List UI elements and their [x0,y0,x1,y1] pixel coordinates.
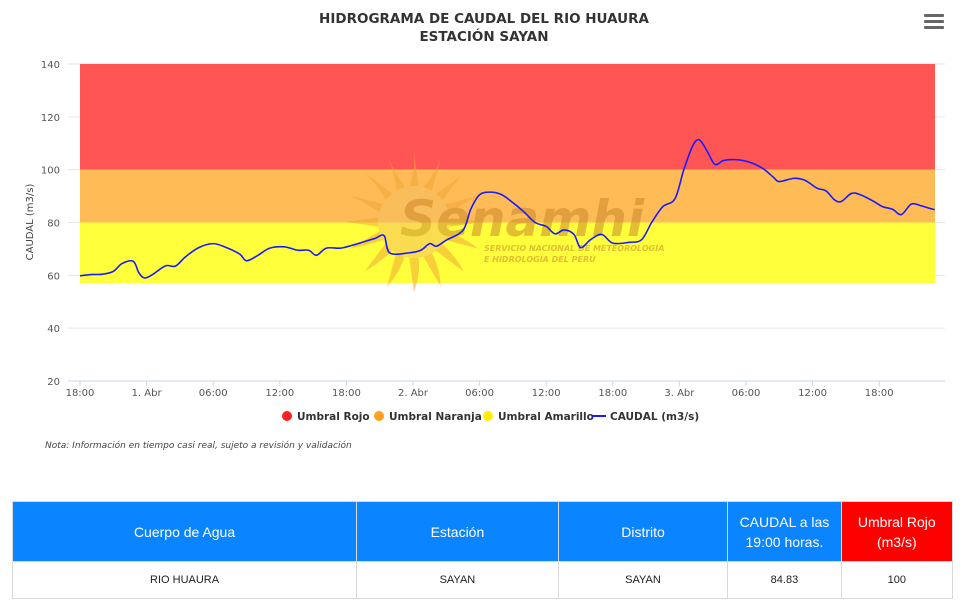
sun-ray-icon [349,195,383,213]
sun-ray-icon [387,253,405,287]
y-tick-label: 120 [41,113,60,124]
x-tick-label: 06:00 [199,388,228,399]
sun-ray-icon [364,243,393,272]
y-tick-label: 20 [47,377,60,388]
y-tick-label: 60 [47,271,60,282]
x-tick-label: 18:00 [66,388,95,399]
chart-title: HIDROGRAMA DE CAUDAL DEL RIO HUAURA [319,11,649,27]
x-tick-label: 12:00 [532,388,561,399]
chart-note: Nota: Información en tiempo casi real, s… [45,441,352,451]
sun-ray-icon [409,257,420,292]
x-tick-label: 06:00 [465,388,494,399]
legend-item-label: Umbral Rojo [297,411,370,423]
table-header-row: Cuerpo de Agua Estación Distrito CAUDAL … [11,501,954,562]
x-tick-label: 18:00 [865,388,894,399]
legend-item-label: CAUDAL (m3/s) [610,411,699,423]
cell-umbral: 100 [840,561,954,599]
header-distrito: Distrito [557,501,729,562]
legend-marker [483,411,493,421]
x-tick-label: 06:00 [732,388,761,399]
y-tick-label: 80 [47,219,60,230]
y-tick-label: 140 [41,60,60,71]
sun-ray-icon [445,231,479,249]
band-umbral-amarillo [80,222,935,284]
header-cuerpo: Cuerpo de Agua [11,501,358,562]
menu-bar [924,14,944,17]
x-tick-label: 18:00 [598,388,627,399]
sun-ray-icon [435,243,464,272]
x-tick-label: 3. Abr [664,388,695,399]
sun-ray-icon [344,217,379,227]
sun-ray-icon [364,172,393,201]
header-umbral-rojo: Umbral Rojo (m3/s) [840,501,954,562]
sun-ray-icon [423,253,441,287]
chart-subtitle: ESTACIÓN SAYAN [419,27,548,45]
table-row: RIO HUAURA SAYAN SAYAN 84.83 100 [11,561,954,599]
cell-cuerpo: RIO HUAURA [11,561,358,599]
cell-distrito: SAYAN [557,561,729,599]
legend-marker [374,411,384,421]
hydrograph-chart: HIDROGRAMA DE CAUDAL DEL RIO HUAURAESTAC… [25,11,945,423]
watermark-line-1: SERVICIO NACIONAL DE METEOROLOGÍA [484,242,664,253]
sun-ray-icon [387,157,405,191]
header-estacion: Estación [356,501,559,562]
legend-marker [282,411,292,421]
y-tick-label: 40 [47,324,60,335]
sun-ray-icon [409,152,419,187]
watermark-name: Senamhi [400,190,645,248]
watermark-line-2: E HIDROLOGÍA DEL PERÚ [484,253,596,264]
band-umbral-rojo [80,64,935,170]
x-tick-label: 18:00 [332,388,361,399]
x-tick-label: 2. Abr [398,388,429,399]
y-tick-label: 100 [41,166,60,177]
menu-bar [924,26,944,29]
x-tick-label: 1. Abr [132,388,163,399]
y-axis-label: CAUDAL (m3/s) [25,184,36,261]
x-tick-label: 12:00 [265,388,294,399]
header-caudal: CAUDAL a las 19:00 horas. [727,501,842,562]
sun-disc-icon [378,186,450,258]
cell-caudal: 84.83 [727,561,842,599]
chart-menu-icon[interactable] [924,14,944,30]
header-caudal-line1: CAUDAL a las [739,513,830,530]
sun-ray-icon [423,157,441,191]
sun-ray-icon [435,172,464,201]
chart-container: HIDROGRAMA DE CAUDAL DEL RIO HUAURA ESTAC… [25,11,945,423]
series-line-caudal [79,138,935,279]
station-table: Cuerpo de Agua Estación Distrito CAUDAL … [11,501,954,599]
header-caudal-line2: 19:00 horas. [745,533,824,550]
menu-bar [924,20,944,23]
legend-item-label: Umbral Amarillo [498,411,594,423]
sun-ray-icon [445,195,479,213]
cell-estacion: SAYAN [356,561,559,599]
header-umbral-line2: (m3/s) [876,533,917,550]
header-umbral-line1: Umbral Rojo [857,513,936,530]
legend-item-label: Umbral Naranja [389,411,482,423]
x-tick-label: 12:00 [798,388,827,399]
